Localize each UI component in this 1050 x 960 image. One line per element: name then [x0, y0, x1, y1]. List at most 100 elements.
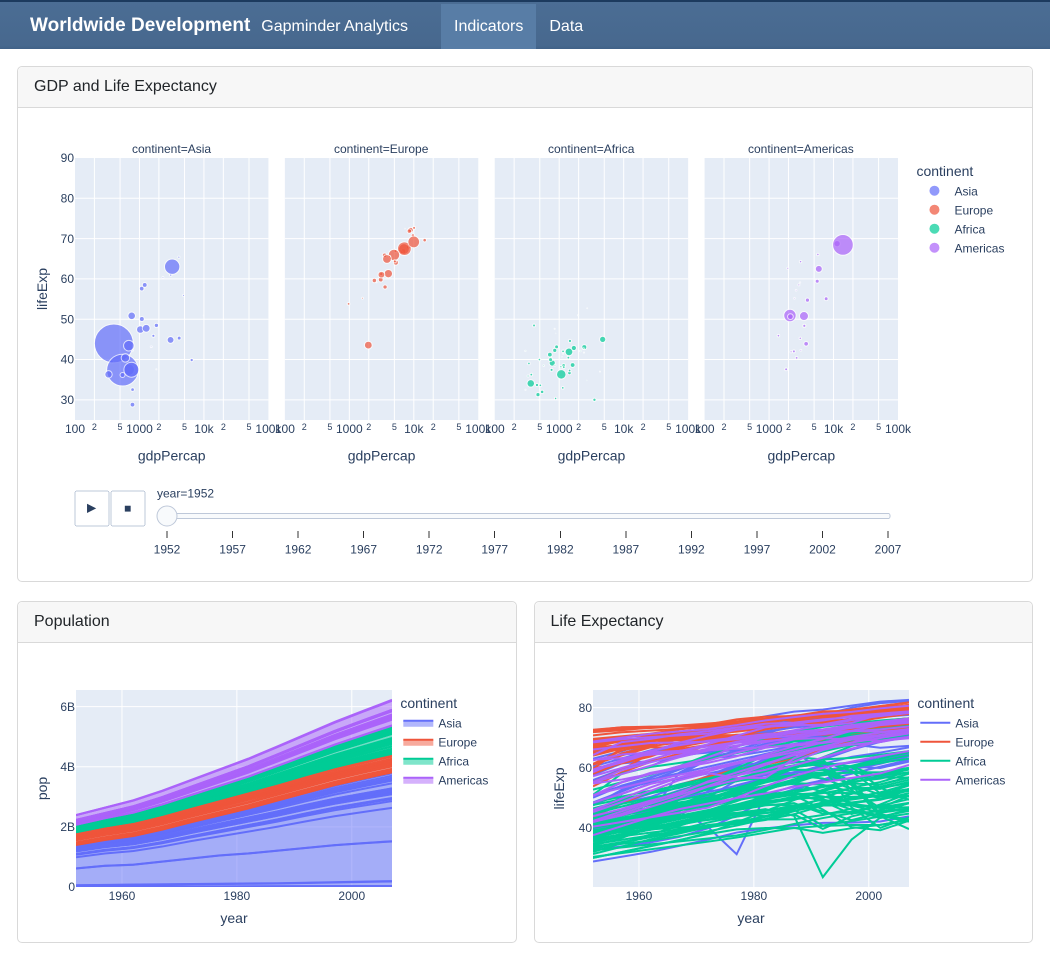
svg-text:50: 50 — [61, 312, 75, 326]
svg-text:100k: 100k — [465, 422, 492, 436]
svg-text:10k: 10k — [194, 422, 214, 436]
svg-text:1962: 1962 — [285, 543, 312, 557]
svg-text:continent: continent — [400, 695, 457, 711]
svg-text:2: 2 — [366, 422, 371, 432]
svg-text:5: 5 — [537, 422, 542, 432]
svg-text:90: 90 — [61, 151, 75, 165]
svg-text:Africa: Africa — [438, 754, 469, 768]
svg-text:10k: 10k — [614, 422, 634, 436]
svg-text:100k: 100k — [255, 422, 282, 436]
svg-text:5: 5 — [876, 422, 881, 432]
svg-text:1977: 1977 — [481, 543, 508, 557]
svg-text:2: 2 — [576, 422, 581, 432]
svg-text:1997: 1997 — [744, 543, 771, 557]
svg-text:80: 80 — [578, 701, 592, 715]
svg-text:▶: ▶ — [87, 501, 97, 515]
svg-text:1987: 1987 — [612, 543, 639, 557]
svg-text:60: 60 — [578, 761, 592, 775]
svg-text:70: 70 — [61, 232, 75, 246]
svg-text:100: 100 — [485, 422, 505, 436]
svg-text:continent: continent — [917, 695, 974, 711]
svg-text:1000: 1000 — [546, 422, 573, 436]
svg-text:continent=Americas: continent=Americas — [748, 142, 854, 156]
svg-text:5: 5 — [812, 422, 817, 432]
svg-text:2: 2 — [302, 422, 307, 432]
svg-text:continent: continent — [916, 163, 973, 179]
svg-text:gdpPercap: gdpPercap — [767, 447, 835, 463]
svg-text:Americas: Americas — [438, 773, 488, 787]
svg-text:Africa: Africa — [955, 754, 986, 768]
svg-text:gdpPercap: gdpPercap — [138, 447, 206, 463]
svg-text:1000: 1000 — [756, 422, 783, 436]
svg-text:2B: 2B — [60, 820, 75, 834]
svg-text:pop: pop — [34, 777, 50, 801]
svg-text:2000: 2000 — [338, 889, 365, 903]
svg-text:2000: 2000 — [855, 889, 882, 903]
svg-text:◼: ◼ — [124, 503, 131, 513]
svg-text:gdpPercap: gdpPercap — [558, 447, 626, 463]
svg-text:10k: 10k — [404, 422, 424, 436]
svg-text:100: 100 — [65, 422, 85, 436]
svg-text:1992: 1992 — [678, 543, 705, 557]
svg-text:100k: 100k — [675, 422, 702, 436]
svg-text:Europe: Europe — [438, 735, 477, 749]
svg-text:6B: 6B — [60, 700, 75, 714]
svg-text:40: 40 — [61, 353, 75, 367]
svg-text:5: 5 — [118, 422, 123, 432]
svg-text:5: 5 — [392, 422, 397, 432]
svg-text:1960: 1960 — [625, 889, 652, 903]
svg-text:year=1952: year=1952 — [157, 487, 214, 501]
svg-text:continent=Asia: continent=Asia — [132, 142, 211, 156]
svg-text:0: 0 — [68, 880, 75, 894]
svg-text:1972: 1972 — [416, 543, 443, 557]
svg-text:Africa: Africa — [954, 222, 985, 236]
svg-text:2: 2 — [512, 422, 517, 432]
svg-text:2: 2 — [92, 422, 97, 432]
svg-text:80: 80 — [61, 192, 75, 206]
svg-text:Europe: Europe — [954, 203, 993, 217]
svg-text:5: 5 — [246, 422, 251, 432]
svg-text:gdpPercap: gdpPercap — [348, 447, 416, 463]
svg-text:1000: 1000 — [126, 422, 153, 436]
svg-text:100k: 100k — [885, 422, 912, 436]
svg-text:60: 60 — [61, 272, 75, 286]
svg-text:100: 100 — [695, 422, 715, 436]
svg-text:1000: 1000 — [336, 422, 363, 436]
svg-text:30: 30 — [61, 393, 75, 407]
svg-text:1967: 1967 — [350, 543, 377, 557]
svg-text:5: 5 — [666, 422, 671, 432]
svg-text:lifeExp: lifeExp — [551, 767, 567, 809]
svg-text:year: year — [737, 910, 765, 926]
svg-text:5: 5 — [182, 422, 187, 432]
svg-text:1960: 1960 — [109, 889, 136, 903]
svg-text:2: 2 — [431, 422, 436, 432]
svg-text:2: 2 — [156, 422, 161, 432]
svg-text:1980: 1980 — [740, 889, 767, 903]
svg-text:Americas: Americas — [954, 241, 1004, 255]
svg-text:Asia: Asia — [438, 716, 462, 730]
svg-text:lifeExp: lifeExp — [34, 268, 50, 310]
svg-text:2: 2 — [786, 422, 791, 432]
svg-text:Europe: Europe — [955, 735, 994, 749]
svg-text:2: 2 — [850, 422, 855, 432]
svg-text:continent=Europe: continent=Europe — [334, 142, 429, 156]
svg-text:10k: 10k — [824, 422, 844, 436]
svg-text:1982: 1982 — [547, 543, 574, 557]
svg-text:continent=Africa: continent=Africa — [548, 142, 635, 156]
svg-text:5: 5 — [456, 422, 461, 432]
svg-text:year: year — [220, 910, 248, 926]
svg-text:5: 5 — [747, 422, 752, 432]
svg-text:Americas: Americas — [955, 773, 1005, 787]
svg-text:40: 40 — [578, 821, 592, 835]
svg-text:1957: 1957 — [219, 543, 246, 557]
svg-text:5: 5 — [602, 422, 607, 432]
svg-text:2007: 2007 — [875, 543, 902, 557]
svg-text:5: 5 — [327, 422, 332, 432]
svg-text:100: 100 — [275, 422, 295, 436]
svg-text:Asia: Asia — [955, 716, 979, 730]
svg-text:Asia: Asia — [954, 184, 978, 198]
svg-text:1980: 1980 — [224, 889, 251, 903]
svg-text:2: 2 — [221, 422, 226, 432]
svg-text:2: 2 — [721, 422, 726, 432]
svg-text:2: 2 — [641, 422, 646, 432]
